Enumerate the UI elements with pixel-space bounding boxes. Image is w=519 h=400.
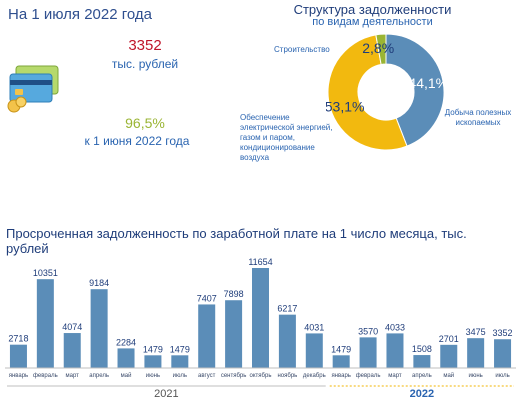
bar — [467, 338, 485, 368]
bar-value-label: 3475 — [466, 327, 486, 337]
bar — [386, 333, 404, 368]
bar-value-label: 4074 — [62, 322, 82, 332]
bar-category-label: май — [121, 372, 132, 379]
bar-category-label: февраль — [33, 373, 58, 379]
debt-amount-unit: тыс. рублей — [111, 57, 179, 71]
bar-category-label: декабрь — [303, 373, 326, 379]
bar-category-label: апрель — [89, 373, 109, 379]
bar — [36, 279, 54, 368]
bar-value-label: 1479 — [143, 344, 163, 354]
slice-energy-label: 2,8% — [362, 40, 394, 56]
debt-amount: 3352 — [128, 37, 162, 54]
bar — [440, 344, 458, 368]
bar-value-label: 3352 — [493, 328, 513, 338]
bar-category-label: сентябрь — [221, 373, 247, 379]
bar — [332, 355, 350, 368]
bar-chart-title: Просроченная задолженность по заработной… — [6, 226, 467, 256]
bar-value-label: 11654 — [248, 257, 272, 267]
label-energy: Обеспечение электрической энергией, газо… — [240, 113, 333, 162]
bar — [63, 333, 81, 368]
bar-value-label: 2701 — [439, 334, 459, 344]
label-mining: Добыча полезных ископаемых — [444, 108, 512, 127]
bar-category-label: апрель — [412, 373, 432, 379]
slice-construction — [385, 33, 445, 147]
debt-bar-chart: 2718 январь 10351 февраль 4074 март 9184 апрель… — [5, 257, 516, 400]
bar-category-label: март — [388, 373, 402, 379]
bar-category-label: февраль — [356, 373, 381, 379]
bar-value-label: 1508 — [412, 344, 432, 354]
bar-value-label: 1479 — [170, 344, 190, 354]
change-percent-note: к 1 июня 2022 года — [84, 134, 190, 148]
bar-value-label: 2284 — [116, 337, 136, 347]
bar-category-label: июнь — [146, 373, 160, 379]
bar — [198, 304, 216, 368]
slice-construction-label: 44,1% — [408, 75, 446, 91]
bar — [9, 344, 27, 368]
bar-value-label: 6217 — [277, 304, 297, 314]
structure-subtitle: по видам деятельности — [312, 16, 433, 28]
year-label: 2021 — [154, 388, 178, 400]
bar — [278, 314, 296, 368]
bar-value-label: 10351 — [33, 268, 58, 278]
change-percent: 96,5% — [125, 115, 165, 131]
structure-donut-chart: 44,1% 53,1% 2,8% — [326, 33, 446, 151]
bar — [494, 339, 512, 368]
slice-energy — [375, 33, 387, 66]
bar — [144, 355, 162, 368]
bar — [117, 348, 135, 368]
bar-category-label: август — [198, 373, 216, 379]
bar-value-label: 7898 — [224, 289, 244, 299]
bar — [252, 268, 269, 368]
label-construction: Строительство — [274, 45, 330, 54]
bar-category-label: июль — [495, 373, 509, 379]
date-title: На 1 июля 2022 года — [8, 6, 152, 23]
bar-category-label: июль — [173, 373, 187, 379]
bar-category-label: март — [66, 373, 80, 379]
slice-mining — [327, 34, 408, 151]
structure-title: Структура задолженности — [293, 2, 452, 17]
slice-mining-label: 53,1% — [326, 98, 364, 114]
year-label: 2022 — [410, 388, 434, 400]
bar-category-label: июнь — [469, 373, 483, 379]
bar-value-label: 1479 — [331, 344, 351, 354]
bar-category-label: январь — [9, 373, 28, 379]
bar — [90, 289, 108, 368]
bar-category-label: май — [443, 372, 454, 379]
bar-value-label: 2718 — [8, 334, 28, 344]
bar — [359, 337, 377, 368]
bar-category-label: ноябрь — [277, 373, 297, 379]
bar — [305, 333, 323, 368]
credit-card-coins-icon — [6, 64, 66, 119]
bar-value-label: 4033 — [385, 322, 405, 332]
bar-value-label: 4031 — [304, 322, 324, 332]
bar-value-label: 7407 — [197, 293, 217, 303]
bar — [171, 355, 189, 368]
bar-category-label: январь — [331, 373, 350, 379]
bar-value-label: 3570 — [358, 326, 378, 336]
bar-value-label: 9184 — [89, 278, 109, 288]
bar — [225, 300, 243, 368]
bar — [413, 355, 431, 368]
bar-category-label: октябрь — [250, 373, 272, 379]
